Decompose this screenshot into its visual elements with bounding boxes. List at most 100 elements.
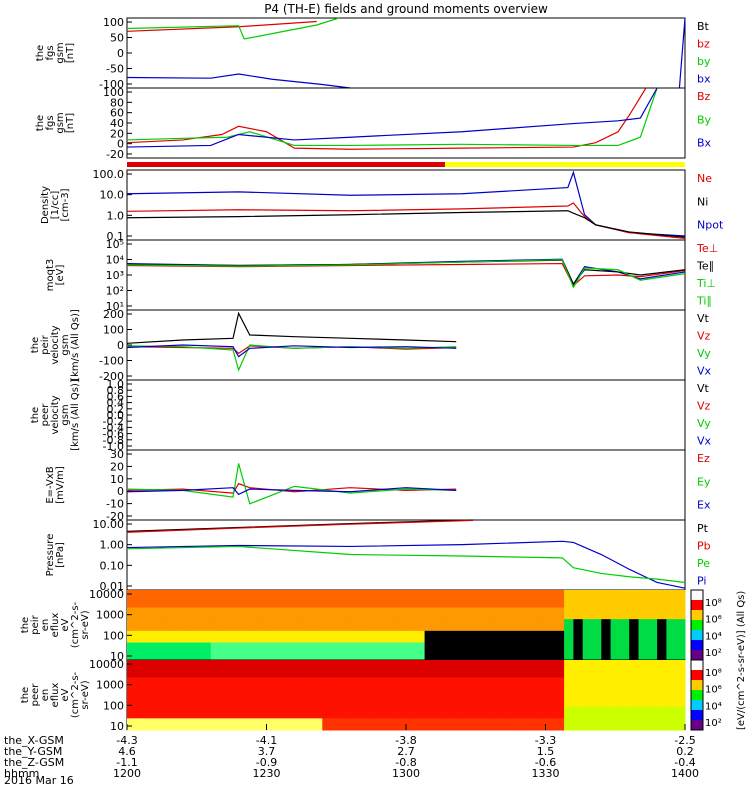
spectrogram-cell: [517, 677, 528, 684]
spectrogram-cell: [238, 630, 249, 638]
y-tick-label: 1000: [96, 609, 124, 622]
spectrogram-cell: [220, 695, 230, 702]
spectrogram-cell: [350, 590, 360, 597]
spectrogram-cell: [517, 636, 528, 643]
colorbar-segment: [691, 680, 703, 691]
spectrogram-cell: [629, 683, 639, 690]
spectrogram-cell: [136, 665, 147, 673]
series-bx: [678, 17, 686, 89]
spectrogram-cell: [387, 677, 398, 684]
spectrogram-cell: [378, 718, 388, 725]
spectrogram-cell: [647, 601, 658, 608]
spectrogram-cell: [201, 700, 212, 708]
spectrogram-cell: [508, 607, 519, 614]
spectrogram-cell: [257, 601, 267, 608]
spectrogram-cell: [285, 695, 295, 702]
spectrogram-cell: [433, 671, 444, 678]
spectrogram-cell: [322, 677, 333, 684]
spectrogram-cell: [675, 613, 686, 620]
spectrogram-cell: [629, 642, 639, 649]
spectrogram-cell: [452, 607, 463, 614]
spectrogram-cell: [592, 660, 602, 667]
spectrogram-cell: [238, 654, 249, 661]
series-Bx: [126, 87, 658, 148]
spectrogram-cell: [359, 648, 370, 655]
spectrogram-cell: [396, 718, 407, 725]
spectrogram-cell: [573, 683, 584, 690]
spectrogram-cell: [285, 625, 295, 632]
spectrogram-cell: [154, 642, 165, 649]
spectrogram-cell: [313, 654, 323, 661]
spectrogram-cell: [322, 724, 333, 731]
spectrogram-cell: [378, 665, 388, 673]
spectrogram-cell: [275, 718, 286, 725]
spectrogram-cell: [378, 636, 388, 643]
series-Vy: [126, 344, 457, 372]
colorbar-tick-label: 10⁶: [705, 615, 722, 626]
spectrogram-cell: [257, 619, 267, 626]
spectrogram-cell: [127, 613, 137, 620]
spectrogram-cell: [154, 619, 165, 626]
spectrogram-cell: [443, 706, 453, 713]
spectrogram-cell: [592, 630, 602, 638]
y-axis-label: [cm-3]: [60, 188, 71, 221]
spectrogram-cell: [285, 630, 295, 638]
spectrogram-cell: [582, 654, 593, 661]
spectrogram-cell: [210, 706, 221, 713]
series-Pe: [126, 545, 686, 584]
spectrogram-cell: [499, 595, 509, 603]
spectrogram-cell: [452, 683, 463, 690]
spectrogram-cell: [173, 642, 184, 649]
spectrogram-cell: [545, 683, 556, 690]
spectrogram-cell: [285, 642, 295, 649]
spectrogram-cell: [192, 607, 202, 614]
spectrogram-cell: [294, 648, 305, 655]
spectrogram-cell: [619, 665, 630, 673]
spectrogram-cell: [452, 689, 463, 696]
spectrogram-cell: [136, 619, 147, 626]
y-axis-label: [eV]: [55, 265, 66, 286]
spectrogram-cell: [145, 724, 156, 731]
spectrogram-cell: [173, 718, 184, 725]
spectrogram-cell: [526, 625, 537, 632]
legend-Bt: Bt: [697, 20, 710, 33]
spectrogram-cell: [396, 700, 407, 708]
spectrogram-cell: [359, 695, 370, 702]
y-axis-label: the: [35, 45, 46, 61]
spectrogram-cell: [554, 706, 565, 713]
y-axis-label: fgs: [45, 45, 56, 60]
spectrogram-cell: [127, 607, 137, 614]
spectrogram-cell: [322, 625, 333, 632]
y-tick-label: 1000: [96, 679, 124, 692]
spectrogram-cell: [433, 706, 444, 713]
spectrogram-cell: [610, 654, 621, 661]
legend-by: by: [697, 55, 711, 68]
spectrogram-cell: [350, 607, 360, 614]
spectrogram-cell: [136, 630, 147, 638]
spectrogram-cell: [433, 712, 444, 719]
spectrogram-cell: [601, 642, 612, 649]
spectrogram-cell: [675, 642, 686, 649]
y-tick-label: 100: [103, 324, 124, 337]
spectrogram-cell: [350, 665, 360, 673]
spectrogram-cell: [508, 695, 519, 702]
spectrogram-cell: [582, 695, 593, 702]
spectrogram-cell: [536, 689, 546, 696]
spectrogram-cell: [257, 607, 267, 614]
spectrogram-cell: [415, 642, 426, 649]
y-tick-label: 0.6: [107, 390, 125, 403]
y-axis-label: peir: [40, 334, 51, 354]
spectrogram-cell: [145, 636, 156, 643]
spectrogram-cell: [424, 601, 435, 608]
y-tick-label: 0.2: [107, 403, 125, 416]
spectrogram-cell: [387, 671, 398, 678]
spectrogram-cell: [619, 671, 630, 678]
spectrogram-cell: [173, 665, 184, 673]
spectrogram-cell: [536, 607, 546, 614]
y-tick-label: 0.0: [107, 409, 125, 422]
spectrogram-cell: [508, 700, 519, 708]
spectrogram-cell: [554, 718, 565, 725]
spectrogram-cell: [275, 724, 286, 731]
spectrogram-cell: [285, 590, 295, 597]
